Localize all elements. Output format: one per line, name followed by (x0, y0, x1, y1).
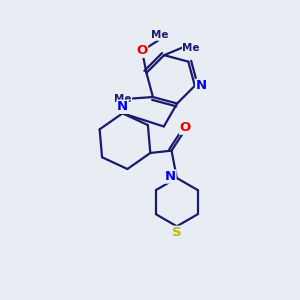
Text: Me: Me (151, 30, 168, 40)
Text: N: N (196, 79, 207, 92)
Text: Me: Me (182, 43, 200, 53)
Text: O: O (179, 121, 191, 134)
Text: N: N (165, 170, 176, 183)
Text: N: N (117, 100, 128, 113)
Text: Me: Me (114, 94, 132, 103)
Text: S: S (172, 226, 182, 239)
Text: O: O (136, 44, 148, 57)
